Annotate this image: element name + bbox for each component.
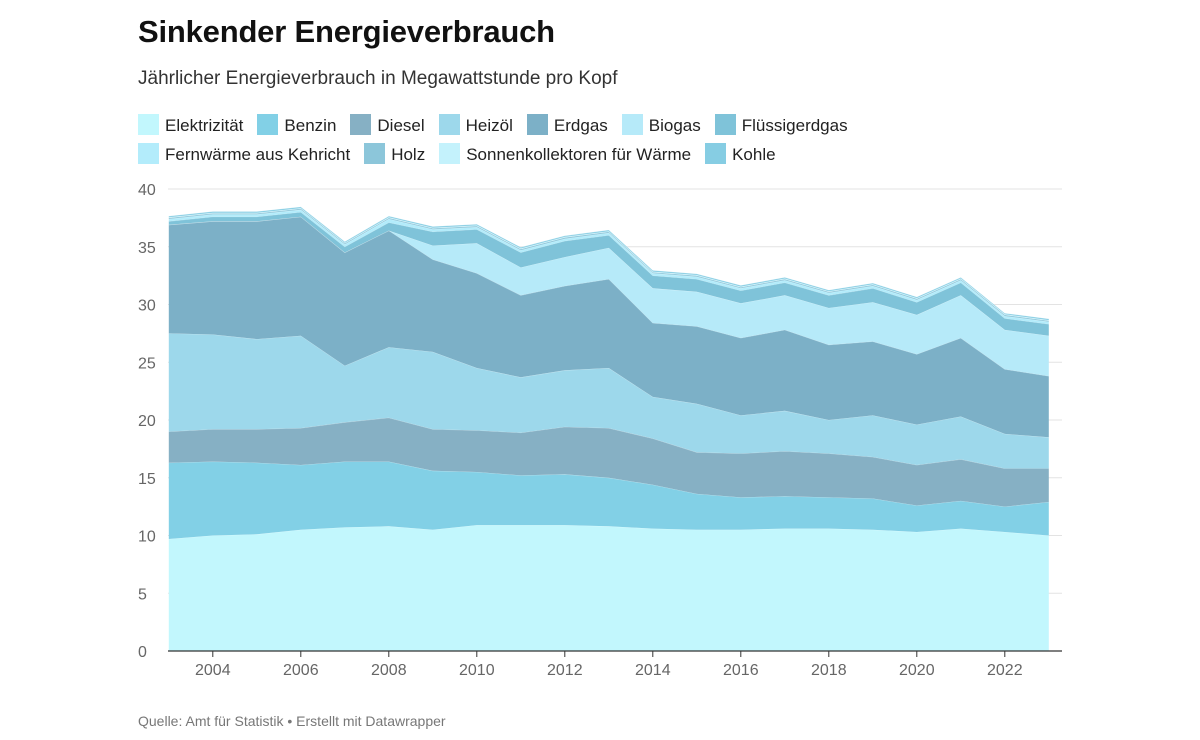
series-edge: [168, 206, 1049, 320]
legend-swatch: [364, 143, 386, 164]
legend-item: Kohle: [705, 140, 776, 169]
legend-item: Biogas: [621, 111, 701, 140]
series-area: [168, 417, 1049, 507]
x-tick-label: 2006: [283, 662, 319, 679]
series-area: [168, 212, 1049, 336]
legend-swatch: [350, 114, 372, 135]
legend-item: Sonnenkollektoren für Wärme: [439, 140, 691, 169]
series-area: [168, 216, 1049, 377]
legend-item: Benzin: [257, 111, 336, 140]
legend-swatch: [714, 114, 736, 135]
y-tick-label: 35: [138, 240, 156, 257]
y-tick-label: 15: [138, 471, 156, 488]
legend-label: Fernwärme aus Kehricht: [165, 145, 351, 164]
legend-label: Benzin: [284, 116, 337, 135]
y-tick-label: 40: [138, 182, 156, 199]
y-tick-label: 30: [138, 298, 156, 315]
legend-item: Holz: [364, 140, 425, 169]
legend-item: Elektrizität: [138, 111, 243, 140]
x-tick-label: 2004: [195, 662, 231, 679]
areas: [168, 206, 1049, 651]
x-tick-label: 2016: [723, 662, 759, 679]
legend-label: Holz: [391, 145, 426, 164]
series-area: [168, 333, 1049, 469]
legend-item: Fernwärme aus Kehricht: [138, 140, 350, 169]
legend-item: Heizöl: [438, 111, 513, 140]
legend-swatch: [526, 114, 548, 135]
x-tick-label: 2012: [547, 662, 583, 679]
legend-label: Diesel: [377, 116, 425, 135]
legend-swatch: [439, 143, 461, 164]
legend-swatch: [705, 143, 727, 164]
y-tick-label: 0: [138, 644, 147, 661]
legend-label: Biogas: [648, 116, 701, 135]
legend-label: Sonnenkollektoren für Wärme: [466, 145, 692, 164]
legend-item: Flüssigerdgas: [714, 111, 848, 140]
series-area: [168, 525, 1049, 651]
legend-item: Diesel: [350, 111, 425, 140]
legend-swatch: [621, 114, 643, 135]
x-tick-label: 2018: [811, 662, 847, 679]
legend-swatch: [138, 114, 159, 135]
x-tick-label: 2008: [371, 662, 407, 679]
source-note: Quelle: Amt für Statistik • Erstellt mit…: [138, 713, 446, 729]
series-area: [168, 216, 1049, 438]
legend-label: Kohle: [732, 145, 776, 164]
legend-swatch: [438, 114, 460, 135]
x-tick-label: 2014: [635, 662, 671, 679]
area-chart: 0 5 10 15 20 25 30 35 40 2004 2006 2008 2010 2012 2014…: [138, 182, 1062, 679]
legend-label: Erdgas: [553, 116, 608, 135]
y-tick-label: 10: [138, 529, 156, 546]
y-tick-label: 20: [138, 413, 156, 430]
legend-label: Elektrizität: [165, 116, 244, 135]
chart-legend: Elektrizität Benzin Diesel Heizöl Erdgas Biog…: [138, 111, 1068, 169]
series-area: [168, 461, 1049, 539]
chart-title: Sinkender Energieverbrauch: [138, 14, 555, 49]
y-tick-label: 5: [138, 586, 147, 603]
legend-swatch: [138, 143, 159, 164]
legend-swatch: [257, 114, 279, 135]
y-tick-label: 25: [138, 355, 156, 372]
chart-subtitle: Jährlicher Energieverbrauch in Megawatts…: [138, 68, 618, 89]
x-tick-label: 2020: [899, 662, 935, 679]
legend-label: Heizöl: [465, 116, 513, 135]
x-tick-label: 2022: [987, 662, 1023, 679]
legend-item: Erdgas: [526, 111, 608, 140]
legend-label: Flüssigerdgas: [741, 116, 848, 135]
x-tick-label: 2010: [459, 662, 495, 679]
